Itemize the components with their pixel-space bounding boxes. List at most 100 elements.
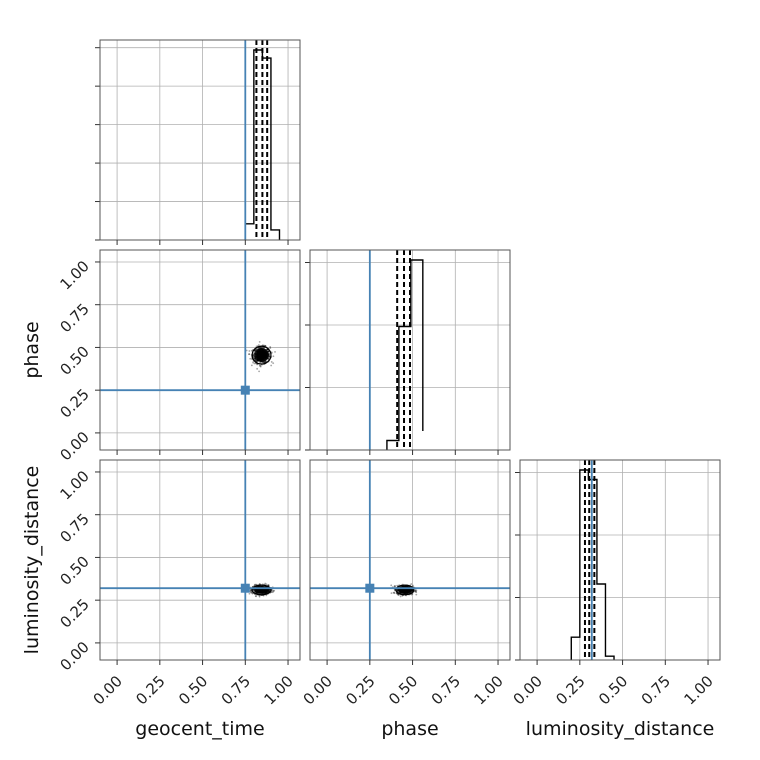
- posterior-sample-1-0: [270, 364, 273, 367]
- x-tick-label-2-0: 0.00: [510, 672, 546, 708]
- posterior-sample-1-0: [248, 353, 250, 356]
- posterior-sample-1-0: [263, 361, 266, 364]
- y-tick-label-1-4: 1.00: [56, 257, 92, 293]
- posterior-sample-2-0: [258, 583, 261, 585]
- posterior-sample-2-1: [393, 585, 396, 588]
- posterior-sample-2-1: [410, 583, 413, 585]
- posterior-sample-2-0: [249, 588, 252, 591]
- posterior-sample-2-0: [254, 595, 257, 597]
- posterior-sample-2-1: [411, 588, 414, 591]
- posterior-sample-1-0: [259, 364, 262, 367]
- posterior-sample-2-0: [249, 590, 252, 593]
- x-tick-label-2-3: 0.75: [638, 672, 674, 708]
- posterior-sample-1-0: [264, 360, 267, 363]
- posterior-sample-2-1: [397, 593, 400, 596]
- posterior-sample-2-1: [415, 590, 417, 593]
- posterior-sample-1-0: [268, 355, 271, 357]
- panel-frame-1-0: [99, 249, 301, 451]
- panel-frame-2-0: [99, 459, 301, 661]
- posterior-sample-1-0: [266, 348, 269, 351]
- contour-outer-2-0: [251, 584, 272, 596]
- x-axis-label-luminosity_distance: luminosity_distance: [526, 718, 715, 740]
- y-tick-label-1-0: 0.00: [56, 428, 92, 464]
- posterior-sample-1-0: [248, 350, 251, 352]
- posterior-sample-1-0: [254, 349, 256, 352]
- y-tick-label-2-0: 0.00: [56, 638, 92, 674]
- x-tick-label-0-0: 0.00: [90, 672, 126, 708]
- posterior-sample-1-0: [253, 358, 256, 361]
- histogram-geocent_time: [244, 49, 281, 240]
- y-tick-label-2-4: 1.00: [56, 467, 92, 503]
- posterior-sample-2-0: [254, 583, 257, 586]
- posterior-sample-1-0: [254, 349, 256, 352]
- posterior-sample-2-1: [397, 593, 399, 596]
- posterior-sample-1-0: [252, 353, 255, 356]
- posterior-sample-1-0: [245, 349, 248, 352]
- posterior-sample-1-0: [268, 355, 271, 358]
- posterior-sample-1-0: [258, 340, 261, 343]
- y-tick-label-2-2: 0.50: [56, 553, 92, 589]
- y-tick-label-1-3: 0.75: [56, 300, 92, 336]
- posterior-sample-2-0: [272, 589, 275, 592]
- posterior-sample-2-1: [414, 589, 417, 591]
- posterior-sample-2-1: [414, 589, 417, 592]
- density-core-1-0: [254, 348, 269, 362]
- posterior-sample-2-1: [415, 593, 418, 596]
- posterior-sample-1-0: [259, 365, 262, 368]
- posterior-sample-1-0: [253, 349, 256, 352]
- posterior-sample-2-0: [251, 592, 254, 595]
- posterior-sample-1-0: [260, 346, 263, 349]
- posterior-sample-1-0: [254, 359, 257, 361]
- y-tick-label-2-3: 0.75: [56, 510, 92, 546]
- x-tick-label-1-0: 0.00: [300, 672, 336, 708]
- posterior-sample-1-0: [257, 344, 260, 346]
- x-tick-label-2-1: 0.25: [552, 672, 588, 708]
- panel-frame-0-0: [99, 39, 301, 241]
- posterior-sample-2-1: [394, 585, 396, 587]
- posterior-sample-2-0: [272, 590, 275, 593]
- posterior-sample-2-0: [250, 589, 252, 591]
- posterior-sample-2-1: [396, 584, 399, 587]
- x-tick-label-0-1: 0.25: [132, 672, 168, 708]
- x-tick-label-1-2: 0.50: [385, 672, 421, 708]
- posterior-sample-1-0: [269, 347, 272, 349]
- x-tick-label-0-4: 1.00: [261, 672, 297, 708]
- posterior-sample-1-0: [253, 362, 256, 365]
- y-axis-label-phase: phase: [21, 321, 43, 378]
- posterior-sample-1-0: [259, 361, 261, 364]
- posterior-sample-2-1: [392, 591, 395, 594]
- x-tick-label-1-4: 1.00: [471, 672, 507, 708]
- posterior-sample-1-0: [270, 361, 273, 363]
- posterior-sample-2-1: [410, 593, 413, 596]
- contour-outer-1-0: [251, 345, 272, 365]
- x-tick-label-2-4: 1.00: [681, 672, 717, 708]
- posterior-sample-1-0: [248, 353, 251, 356]
- panel-frame-2-2: [519, 459, 721, 661]
- y-tick-label-1-2: 0.50: [56, 343, 92, 379]
- posterior-sample-2-0: [250, 591, 253, 593]
- panel-frame-2-1: [309, 459, 511, 661]
- posterior-sample-2-0: [255, 595, 258, 598]
- posterior-sample-1-0: [258, 364, 261, 367]
- x-tick-label-1-3: 0.75: [428, 672, 464, 708]
- posterior-sample-1-0: [272, 362, 275, 365]
- posterior-sample-1-0: [262, 361, 265, 364]
- posterior-sample-2-1: [390, 584, 393, 587]
- posterior-sample-2-0: [265, 583, 268, 586]
- truth-marker-2-1: [365, 583, 375, 593]
- posterior-sample-2-1: [397, 594, 400, 597]
- posterior-sample-1-0: [274, 351, 276, 353]
- posterior-sample-2-1: [393, 592, 396, 595]
- truth-marker-1-0: [240, 385, 250, 395]
- posterior-sample-2-1: [399, 595, 402, 598]
- posterior-sample-2-1: [414, 590, 416, 593]
- x-tick-label-1-1: 0.25: [342, 672, 378, 708]
- x-tick-label-0-2: 0.50: [175, 672, 211, 708]
- posterior-sample-1-0: [258, 370, 260, 373]
- posterior-sample-2-0: [273, 589, 276, 592]
- posterior-sample-2-0: [271, 591, 274, 594]
- posterior-sample-1-0: [250, 349, 253, 352]
- posterior-sample-1-0: [268, 355, 271, 358]
- y-tick-label-1-1: 0.25: [56, 385, 92, 421]
